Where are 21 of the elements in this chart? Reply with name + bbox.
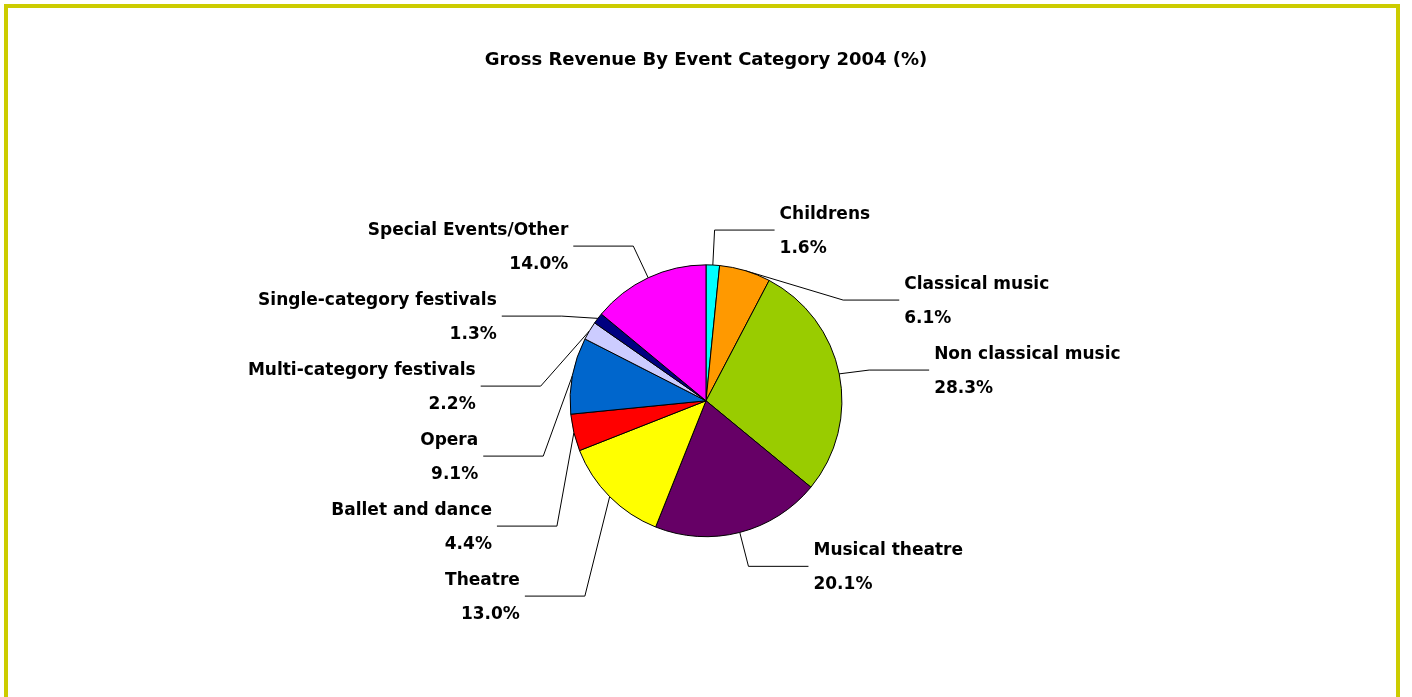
slice-label: Theatre — [445, 569, 520, 590]
data-label: 2.2% — [428, 393, 476, 414]
data-label: 1.3% — [449, 323, 497, 344]
slice-label: Non classical music — [934, 343, 1121, 364]
slice-label: Multi-category festivals — [247, 359, 476, 380]
data-label: 13.0% — [460, 603, 520, 624]
slice-label: Opera — [420, 429, 479, 450]
slice-label: Musical theatre — [813, 539, 963, 560]
slice-label: Single-category festivals — [258, 289, 497, 310]
chart-title: Gross Revenue By Event Category 2004 (%) — [484, 47, 928, 69]
data-label: 28.3% — [934, 377, 994, 398]
data-label: 4.4% — [444, 533, 492, 554]
data-label: 14.0% — [509, 253, 569, 274]
data-label: 9.1% — [431, 463, 479, 484]
slice-label: Classical music — [904, 273, 1050, 294]
data-label: 6.1% — [904, 307, 952, 328]
slice-label: Ballet and dance — [331, 499, 492, 520]
data-label: 20.1% — [813, 573, 873, 594]
data-label: 1.6% — [779, 237, 827, 258]
slice-label: Childrens — [779, 203, 871, 224]
slice-label: Special Events/Other — [367, 219, 569, 240]
